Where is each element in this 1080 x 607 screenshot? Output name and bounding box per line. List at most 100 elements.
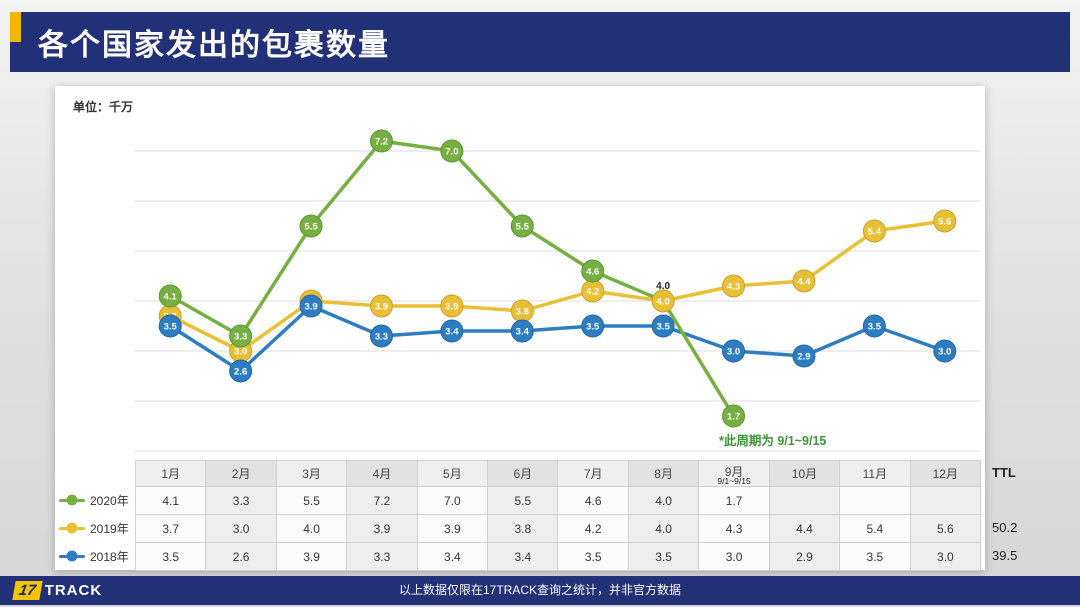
cell-2018年-12月: 3.0: [910, 543, 981, 571]
data-point-value: 5.6: [938, 217, 951, 228]
gold-accent: [10, 12, 21, 42]
data-point-2018年: [722, 339, 746, 363]
legend-item-2018年: 2018年: [59, 542, 135, 570]
data-point-value: 3.5: [657, 322, 671, 333]
cell-2020年-2月: 3.3: [206, 487, 277, 515]
month-header-6月: 6月: [488, 461, 559, 487]
footer-bar: 17 TRACK 以上数据仅限在17TRACK查询之统计，并非官方数据: [0, 576, 1080, 605]
data-point-2018年: [369, 324, 393, 348]
legend-dot-marker: [66, 522, 78, 534]
month-label: 2月: [231, 467, 251, 481]
cell-2019年-5月: 3.9: [417, 515, 489, 543]
data-point-2020年: [722, 404, 746, 428]
cell-2020年-1月: 4.1: [136, 487, 207, 515]
legend-dot-marker: [66, 494, 78, 506]
data-point-2020年: [510, 214, 534, 238]
cell-2018年-11月: 3.5: [840, 543, 911, 571]
data-point-value: 3.5: [868, 322, 882, 333]
legend-dot-marker: [66, 550, 78, 562]
data-point-value: 4.6: [586, 267, 599, 278]
cell-2018年-2月: 2.6: [206, 543, 277, 571]
ttl-value-2020年: [992, 486, 1052, 514]
footer-note: 以上数据仅限在17TRACK查询之统计，并非官方数据: [398, 583, 682, 597]
data-point-value: 3.9: [304, 302, 317, 313]
data-point-value: 3.9: [445, 302, 458, 313]
legend-item-2019年: 2019年: [59, 514, 135, 542]
legend-label: 2019年: [90, 521, 129, 536]
ttl-column: TTL 50.2 39.5: [992, 460, 1052, 570]
cell-2020年-5月: 7.0: [417, 487, 489, 515]
month-label: 7月: [583, 467, 603, 481]
data-point-value: 4.3: [727, 282, 740, 293]
cell-2019年-6月: 3.8: [488, 515, 559, 543]
cell-2018年-6月: 3.4: [488, 543, 559, 571]
period-annotation: *此周期为 9/1~9/15: [719, 434, 827, 448]
cell-2020年-8月: 4.0: [628, 487, 700, 515]
data-point-label: 4.0: [656, 281, 670, 292]
series-line-2020年: [168, 139, 736, 418]
cell-2018年-5月: 3.4: [417, 543, 489, 571]
legend-label: 2020年: [90, 493, 129, 508]
data-point-2020年: [229, 324, 253, 348]
cell-2020年-3月: 5.5: [276, 487, 348, 515]
month-label: 11月: [862, 467, 888, 481]
data-point-2018年: [229, 359, 253, 383]
data-point-2018年: [933, 339, 957, 363]
cell-2020年-7月: 4.6: [558, 487, 629, 515]
month-label: 1月: [161, 467, 181, 481]
data-point-value: 3.8: [516, 307, 529, 318]
cell-2019年-11月: 5.4: [840, 515, 911, 543]
month-header-5月: 5月: [417, 461, 489, 487]
cell-2019年-12月: 5.6: [910, 515, 981, 543]
data-point-value: 2.6: [234, 367, 247, 378]
cell-2020年-6月: 5.5: [488, 487, 559, 515]
cell-2020年-10月: [769, 487, 841, 515]
data-point-2018年: [158, 314, 182, 338]
month-header-1月: 1月: [136, 461, 207, 487]
data-point-value: 2.9: [797, 352, 810, 363]
data-point-2018年: [299, 294, 323, 318]
data-point-value: 4.1: [164, 292, 178, 303]
month-header-12月: 12月: [910, 461, 981, 487]
cell-2018年-7月: 3.5: [558, 543, 629, 571]
data-point-value: 5.5: [304, 222, 318, 233]
sub-period-label: 9/1~9/15: [717, 476, 751, 486]
cell-2020年-12月: [910, 487, 981, 515]
data-point-value: 4.4: [797, 277, 811, 288]
legend-label: 2018年: [90, 549, 129, 564]
legend-line-marker: [59, 494, 85, 506]
cell-2020年-9月: 1.7: [699, 487, 770, 515]
data-point-2020年: [581, 259, 605, 283]
17track-logo: 17 TRACK: [12, 580, 102, 601]
data-point-value: 5.5: [516, 222, 530, 233]
month-label: 10月: [791, 467, 818, 481]
data-point-value: 1.7: [727, 412, 740, 423]
cell-2018年-9月: 3.0: [699, 543, 770, 571]
data-point-value: 3.9: [375, 302, 388, 313]
data-point-2020年: [369, 129, 393, 153]
month-label: 4月: [372, 467, 392, 481]
series-line-2018年: [168, 304, 947, 373]
data-point-value: 5.4: [868, 227, 882, 238]
data-point-value: 4.2: [586, 287, 599, 298]
data-point-value: 3.3: [234, 332, 247, 343]
page-title: 各个国家发出的包裹数量: [38, 29, 390, 62]
cell-2018年-3月: 3.9: [276, 543, 348, 571]
chart-legend: 2020年 2019年 2018年: [59, 486, 135, 570]
cell-2019年-8月: 4.0: [628, 515, 700, 543]
cell-2019年-7月: 4.2: [558, 515, 629, 543]
data-point-value: 3.0: [727, 347, 740, 358]
data-point-2019年: [651, 289, 675, 313]
data-point-value: 3.0: [234, 347, 247, 358]
unit-label: 单位：千万: [73, 100, 134, 114]
data-point-2018年: [440, 319, 464, 343]
line-chart: 3.73.04.03.93.93.84.24.04.34.45.45.63.52…: [135, 129, 980, 452]
ttl-value-2018年: 39.5: [992, 548, 1018, 563]
data-point-value: 3.3: [375, 332, 388, 343]
legend-line-marker: [59, 522, 85, 534]
cell-2020年-4月: 7.2: [347, 487, 418, 515]
cell-2019年-4月: 3.9: [347, 515, 418, 543]
month-label: 6月: [513, 467, 533, 481]
legend-line-marker: [59, 550, 85, 562]
data-point-2018年: [651, 314, 675, 338]
